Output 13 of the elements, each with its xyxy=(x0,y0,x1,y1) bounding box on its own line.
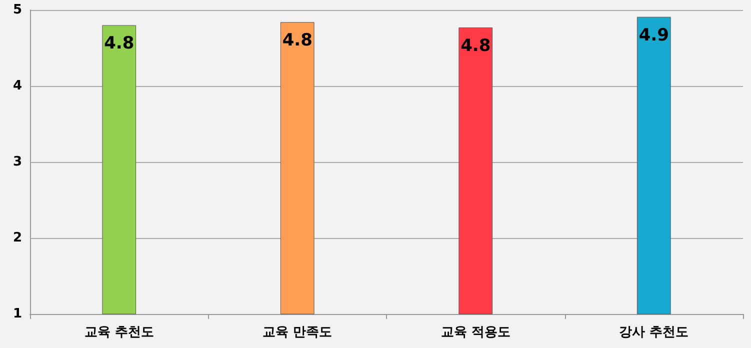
y-tick-label: 3 xyxy=(12,154,22,170)
data-label: 4.8 xyxy=(460,36,491,56)
data-label: 4.9 xyxy=(638,25,669,46)
y-tick-label: 5 xyxy=(12,2,22,18)
y-tick-label: 4 xyxy=(12,78,22,94)
y-tick-label: 2 xyxy=(12,230,22,246)
data-label: 4.8 xyxy=(104,34,134,54)
x-tick-label: 교육 추천도 xyxy=(84,325,154,340)
y-tick-label: 1 xyxy=(12,306,22,322)
x-tick-label: 교육 적용도 xyxy=(440,325,510,340)
x-tick-label: 교육 만족도 xyxy=(262,325,332,340)
x-tick-label: 강사 추천도 xyxy=(619,325,689,340)
data-label: 4.8 xyxy=(282,30,312,51)
